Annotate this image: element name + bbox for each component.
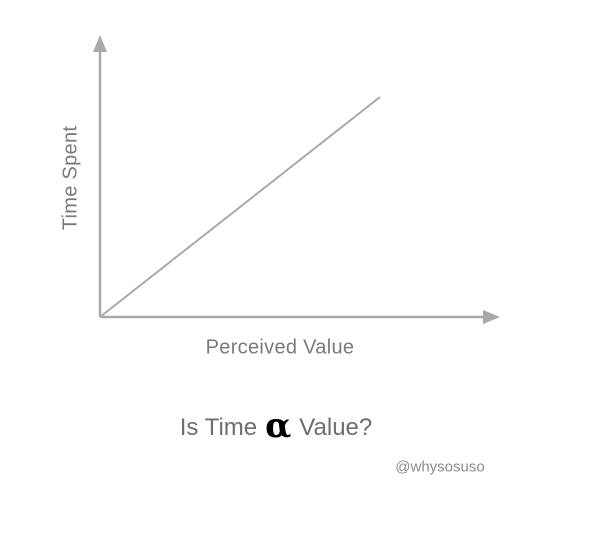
author-handle: @whysosuso (395, 458, 485, 476)
caption: Is Time α Value? (180, 409, 372, 447)
caption-before: Is Time (179, 414, 258, 441)
caption-after: Value? (299, 414, 373, 441)
series-line (99, 96, 381, 318)
proportional-symbol: α (265, 406, 292, 446)
x-axis-label: Perceived Value (205, 336, 355, 359)
y-axis-label: Time Spent (59, 125, 82, 231)
y-axis-arrowhead (93, 35, 107, 52)
x-axis-arrowhead (483, 310, 500, 324)
